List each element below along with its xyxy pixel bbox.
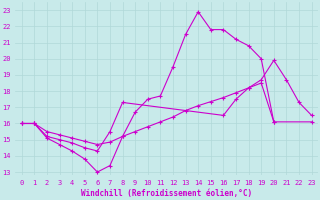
X-axis label: Windchill (Refroidissement éolien,°C): Windchill (Refroidissement éolien,°C) (81, 189, 252, 198)
